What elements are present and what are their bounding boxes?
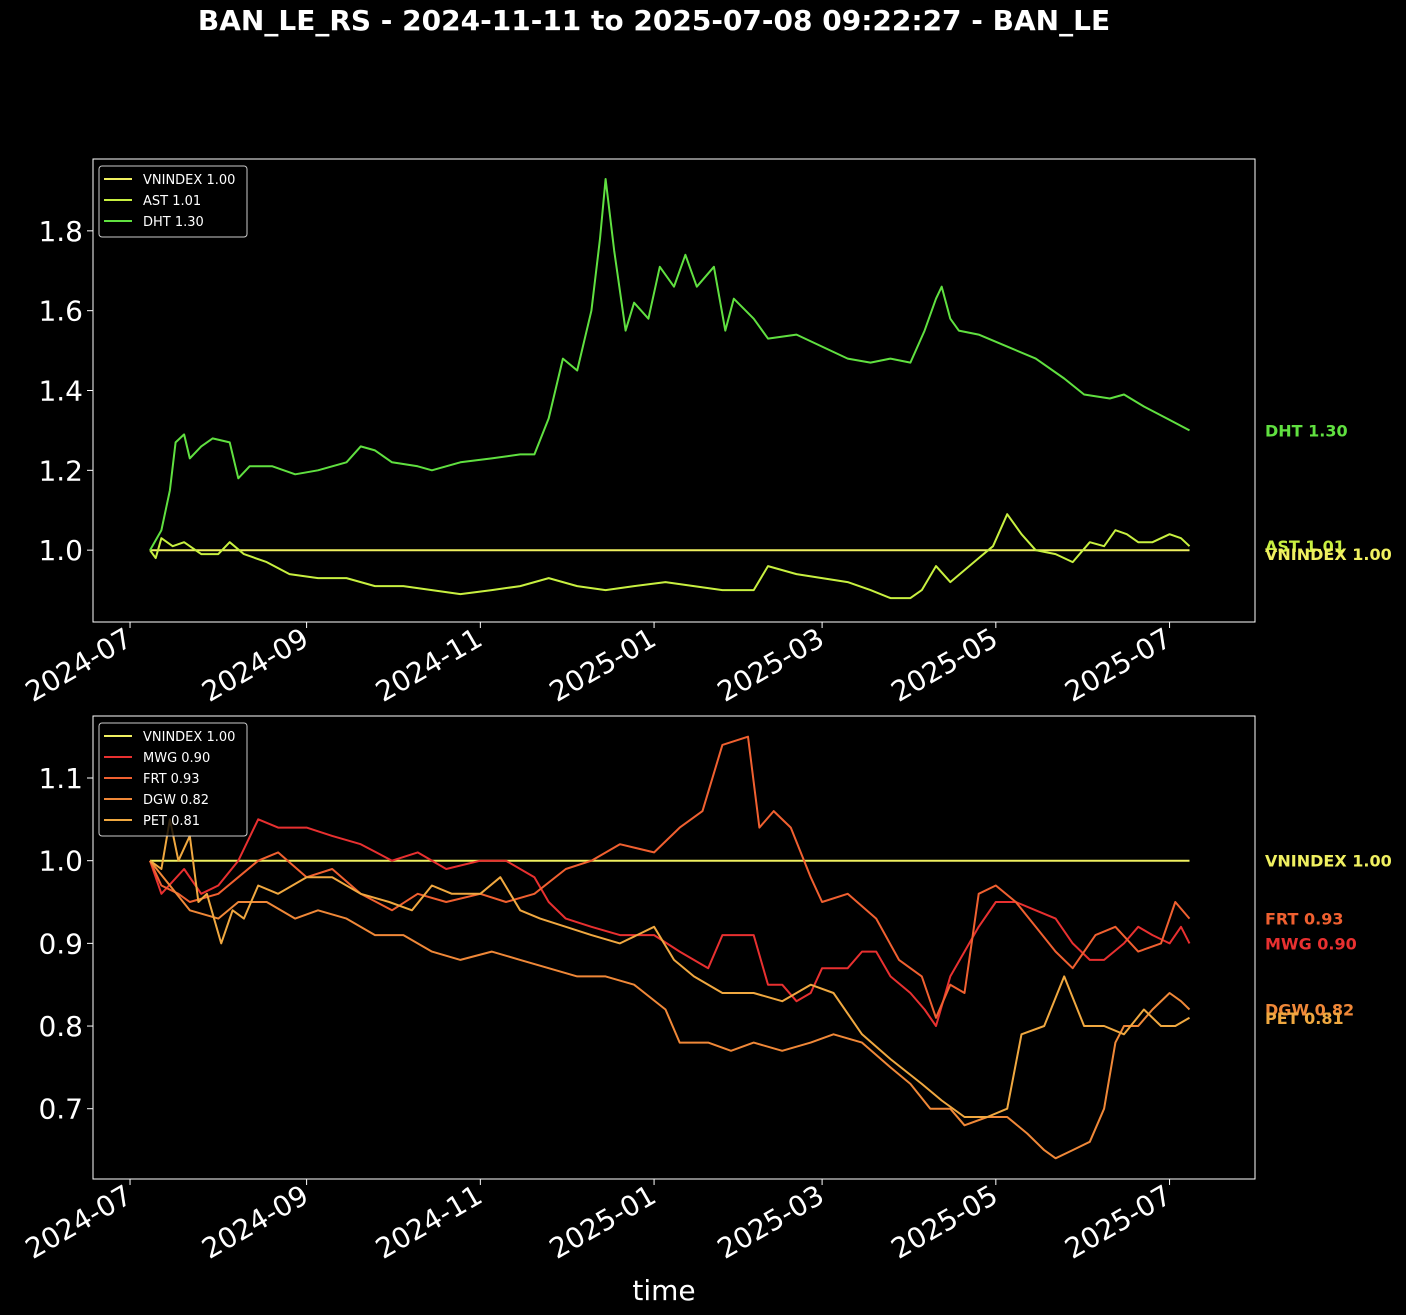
- y-tick-label: 0.7: [38, 1093, 83, 1126]
- y-tick-label: 1.0: [38, 845, 83, 878]
- legend-entry: PET 0.81: [143, 814, 200, 829]
- series-line-ast: [149, 513, 1191, 600]
- plot-frame: [92, 715, 1256, 1180]
- y-tick-label: 1.2: [38, 454, 83, 487]
- legend-entry: DGW 0.82: [143, 793, 209, 808]
- end-label-mwg: MWG 0.90: [1265, 934, 1357, 953]
- legend-box: [98, 165, 248, 238]
- legend-entry: FRT 0.93: [143, 772, 200, 787]
- end-label-dht: DHT 1.30: [1265, 421, 1348, 440]
- legend-entry: MWG 0.90: [143, 751, 210, 766]
- y-tick-label: 1.1: [38, 762, 83, 795]
- x-tick-label: 2025-07: [1059, 1178, 1177, 1265]
- series-line-pet: [149, 818, 1191, 1118]
- x-tick-label: 2025-07: [1059, 621, 1177, 708]
- y-tick-label: 1.0: [38, 534, 83, 567]
- legend-box: [98, 722, 248, 837]
- legend-entry: VNINDEX 1.00: [143, 173, 235, 188]
- x-tick-label: 2025-05: [886, 621, 1004, 708]
- figure-title: BAN_LE_RS - 2024-11-11 to 2025-07-08 09:…: [197, 4, 1111, 37]
- series-line-dgw: [149, 860, 1191, 1160]
- top-panel: 1.0 1.2 1.4 1.6 1.8 2024-07 2024-09 2024-11 2025…: [20, 158, 1392, 709]
- end-label-frt: FRT 0.93: [1265, 910, 1344, 929]
- legend-entry: AST 1.01: [143, 194, 201, 209]
- x-tick-label: 2024-11: [370, 621, 488, 708]
- end-label-ast: AST 1.01: [1265, 537, 1345, 556]
- end-label-vnindex: VNINDEX 1.00: [1265, 852, 1392, 871]
- y-tick-label: 0.9: [38, 927, 83, 960]
- end-label-vnindex: VNINDEX 1.00: [1265, 545, 1392, 564]
- x-tick-label: 2025-05: [886, 1178, 1004, 1265]
- y-tick-label: 1.6: [38, 295, 83, 328]
- x-tick-label: 2024-09: [196, 621, 314, 708]
- y-tick-label: 1.4: [38, 375, 83, 408]
- bottom-panel: 0.7 0.8 0.9 1.0 1.1 2024-07 2024-09 2024-11 2025…: [20, 715, 1392, 1307]
- x-axis-label: time: [632, 1274, 695, 1307]
- series-line-dht: [149, 178, 1190, 551]
- x-tick-label: 2024-07: [20, 621, 138, 708]
- series-line-mwg: [149, 818, 1191, 1027]
- x-tick-label: 2025-03: [712, 621, 830, 708]
- x-tick-label: 2024-07: [20, 1178, 138, 1265]
- legend-entry: DHT 1.30: [143, 215, 204, 230]
- end-label-dgw: DGW 0.82: [1265, 1001, 1354, 1020]
- y-tick-label: 0.8: [38, 1010, 83, 1043]
- legend-entry: VNINDEX 1.00: [143, 730, 235, 745]
- x-tick-label: 2024-09: [196, 1178, 314, 1265]
- x-tick-label: 2025-01: [544, 1178, 662, 1265]
- x-tick-label: 2025-01: [544, 621, 662, 708]
- x-tick-label: 2025-03: [712, 1178, 830, 1265]
- x-tick-label: 2024-11: [370, 1178, 488, 1265]
- y-tick-label: 1.8: [38, 215, 83, 248]
- end-label-pet: PET 0.81: [1265, 1009, 1344, 1028]
